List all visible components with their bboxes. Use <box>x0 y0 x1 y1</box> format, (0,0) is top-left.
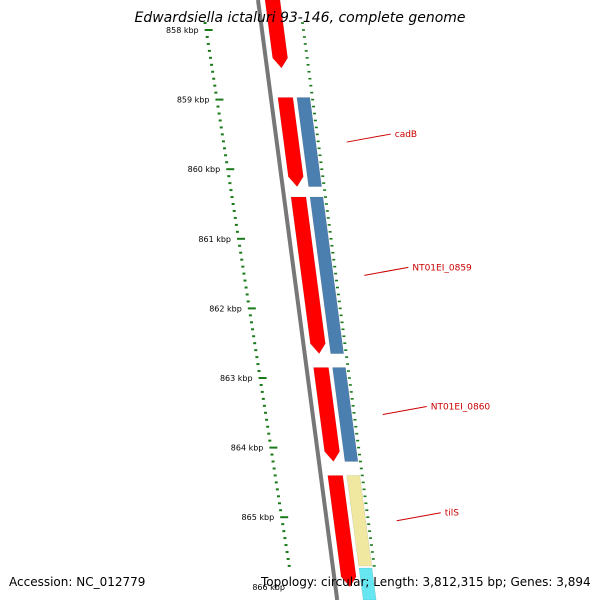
tick-label-863: 863 kbp <box>220 374 253 383</box>
trna-feature <box>358 567 377 600</box>
cds-arrow-NT01EI_0860 <box>313 367 340 462</box>
tick-label-866: 866 kbp <box>252 583 285 592</box>
gene-feature-cadB <box>296 97 322 187</box>
features-layer <box>264 0 377 600</box>
gene-feature-NT01EI_0860 <box>332 367 359 462</box>
cds-arrow-cadB <box>277 97 304 188</box>
leader-line-tilS <box>396 512 441 522</box>
gene-label-NT01EI_0859: NT01EI_0859 <box>412 263 472 273</box>
map-title: Edwardsiella ictaluri 93-146, complete g… <box>134 10 466 26</box>
backbone-layer <box>256 0 340 600</box>
genome-summary-text: Topology: circular; Length: 3,812,315 bp… <box>261 575 591 589</box>
tick-label-862: 862 kbp <box>209 304 242 313</box>
gene-label-NT01EI_0860: NT01EI_0860 <box>431 403 491 413</box>
leader-line-NT01EI_0859 <box>364 266 409 276</box>
gene-feature-tilS <box>346 475 372 567</box>
tick-label-859: 859 kbp <box>177 96 210 105</box>
tick-marks-layer: 858 kbp 859 kbp 860 kbp 861 kbp 862 kbp 863 k… <box>166 22 376 592</box>
gene-label-tilS: tilS <box>445 509 460 519</box>
genome-backbone <box>256 0 340 600</box>
tick-label-860: 860 kbp <box>188 165 221 174</box>
gene-feature-NT01EI_0859 <box>309 196 344 354</box>
cds-arrow-tilS <box>327 475 357 588</box>
tick-label-858: 858 kbp <box>166 26 199 35</box>
gene-labels-layer: cadB NT01EI_0859 NT01EI_0860 tilS <box>346 130 491 522</box>
tick-label-861: 861 kbp <box>198 235 231 244</box>
cds-arrow-previous <box>264 0 288 69</box>
accession-text: Accession: NC_012779 <box>9 575 146 589</box>
tick-label-865: 865 kbp <box>242 513 275 522</box>
gene-label-cadB: cadB <box>395 130 417 140</box>
cds-arrow-NT01EI_0859 <box>290 196 326 355</box>
tick-label-864: 864 kbp <box>231 444 264 453</box>
leader-line-NT01EI_0860 <box>382 406 427 416</box>
leader-line-cadB <box>346 133 391 143</box>
